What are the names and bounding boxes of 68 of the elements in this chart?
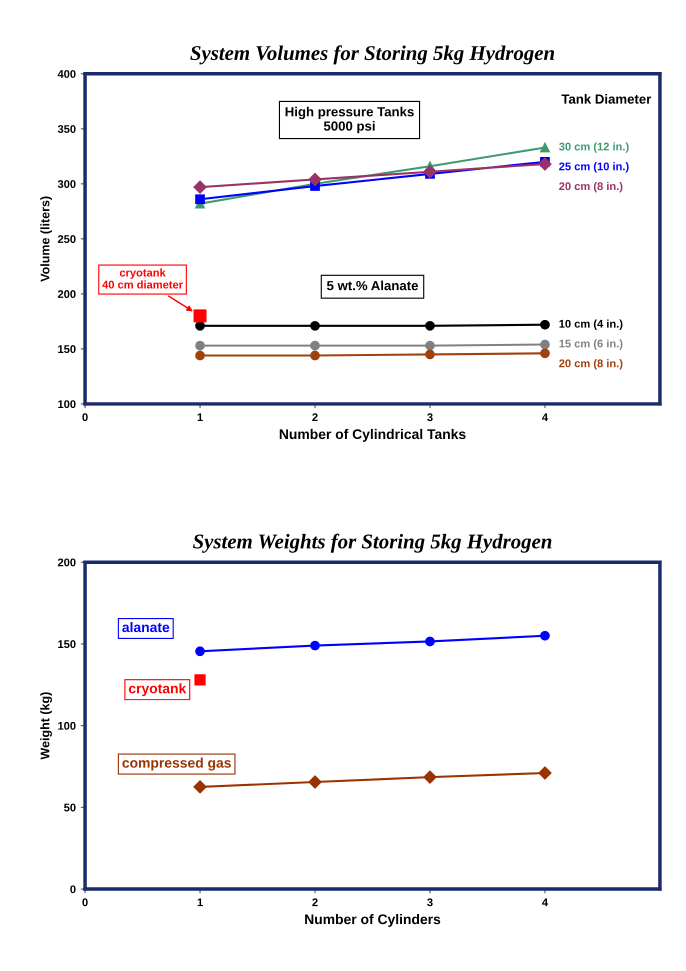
annotation: Tank Diameter [562, 94, 652, 104]
y-tick-label: 200 [58, 558, 76, 566]
point [540, 320, 550, 330]
y-tick-label: 50 [64, 804, 76, 812]
point [538, 766, 552, 780]
point [310, 320, 320, 331]
y-tick-label: 100 [58, 400, 76, 408]
point [194, 309, 207, 322]
y-tick-label: 100 [58, 722, 76, 730]
y-tick-label: 300 [58, 180, 76, 188]
point [308, 775, 322, 789]
annotation: High pressure Tanks 5000 psi [286, 106, 414, 134]
point [423, 770, 437, 784]
point [193, 180, 207, 194]
series-label: compressed gas [122, 758, 231, 771]
series-label: 25 cm (10 in.) [559, 162, 629, 173]
y-axis-title: Volume (liters) [40, 196, 52, 282]
point [425, 350, 435, 360]
y-axis-title: Weight (kg) [40, 692, 52, 760]
point [310, 640, 320, 650]
x-axis-title: Number of Cylinders [305, 914, 440, 927]
point [425, 320, 435, 331]
point [310, 340, 320, 350]
point [538, 157, 552, 171]
point [193, 780, 207, 794]
point [308, 172, 322, 186]
x-tick-label: 1 [198, 413, 203, 422]
point [195, 194, 205, 204]
x-tick-label: 4 [542, 413, 548, 422]
point [195, 646, 205, 656]
x-tick-label: 1 [198, 898, 203, 906]
x-axis-title: Number of Cylindrical Tanks [280, 428, 466, 442]
point [425, 340, 435, 350]
x-tick-label: 0 [82, 413, 88, 422]
annotation: 5 wt.% Alanate [326, 280, 418, 290]
y-tick-label: 400 [58, 70, 76, 78]
point [195, 340, 205, 350]
point [540, 630, 550, 641]
point [425, 636, 435, 646]
chart-title: System Volumes for Storing 5kg Hydrogen [190, 45, 554, 64]
point [310, 350, 320, 360]
series-label: 10 cm (4 in.) [559, 320, 622, 330]
x-tick-label: 3 [427, 898, 433, 906]
y-tick-label: 350 [58, 125, 76, 133]
x-tick-label: 0 [82, 898, 88, 906]
y-tick-label: 0 [70, 885, 76, 894]
point [540, 142, 550, 152]
chart-title: System Weights for Storing 5kg Hydrogen [192, 534, 552, 553]
x-tick-label: 2 [312, 413, 318, 422]
series-label: 20 cm (8 in.) [559, 182, 622, 192]
series-label: 30 cm (12 in.) [559, 142, 629, 153]
series-label: 15 cm (6 in.) [559, 339, 622, 350]
y-tick-label: 250 [58, 235, 76, 243]
point [194, 674, 206, 686]
y-tick-label: 150 [58, 640, 76, 648]
point [423, 165, 437, 178]
y-tick-label: 200 [58, 290, 76, 298]
y-tick-label: 150 [58, 345, 76, 354]
x-tick-label: 2 [312, 898, 318, 906]
series-label: 20 cm (8 in.) [559, 359, 622, 370]
point [540, 348, 550, 358]
x-tick-label: 3 [427, 413, 433, 422]
annotation: cryotank 40 cm diameter [102, 268, 183, 289]
x-tick-label: 4 [542, 898, 548, 906]
text: alanate [122, 622, 170, 632]
series-label: cryotank [128, 683, 186, 696]
point [195, 350, 205, 360]
point [540, 340, 550, 350]
